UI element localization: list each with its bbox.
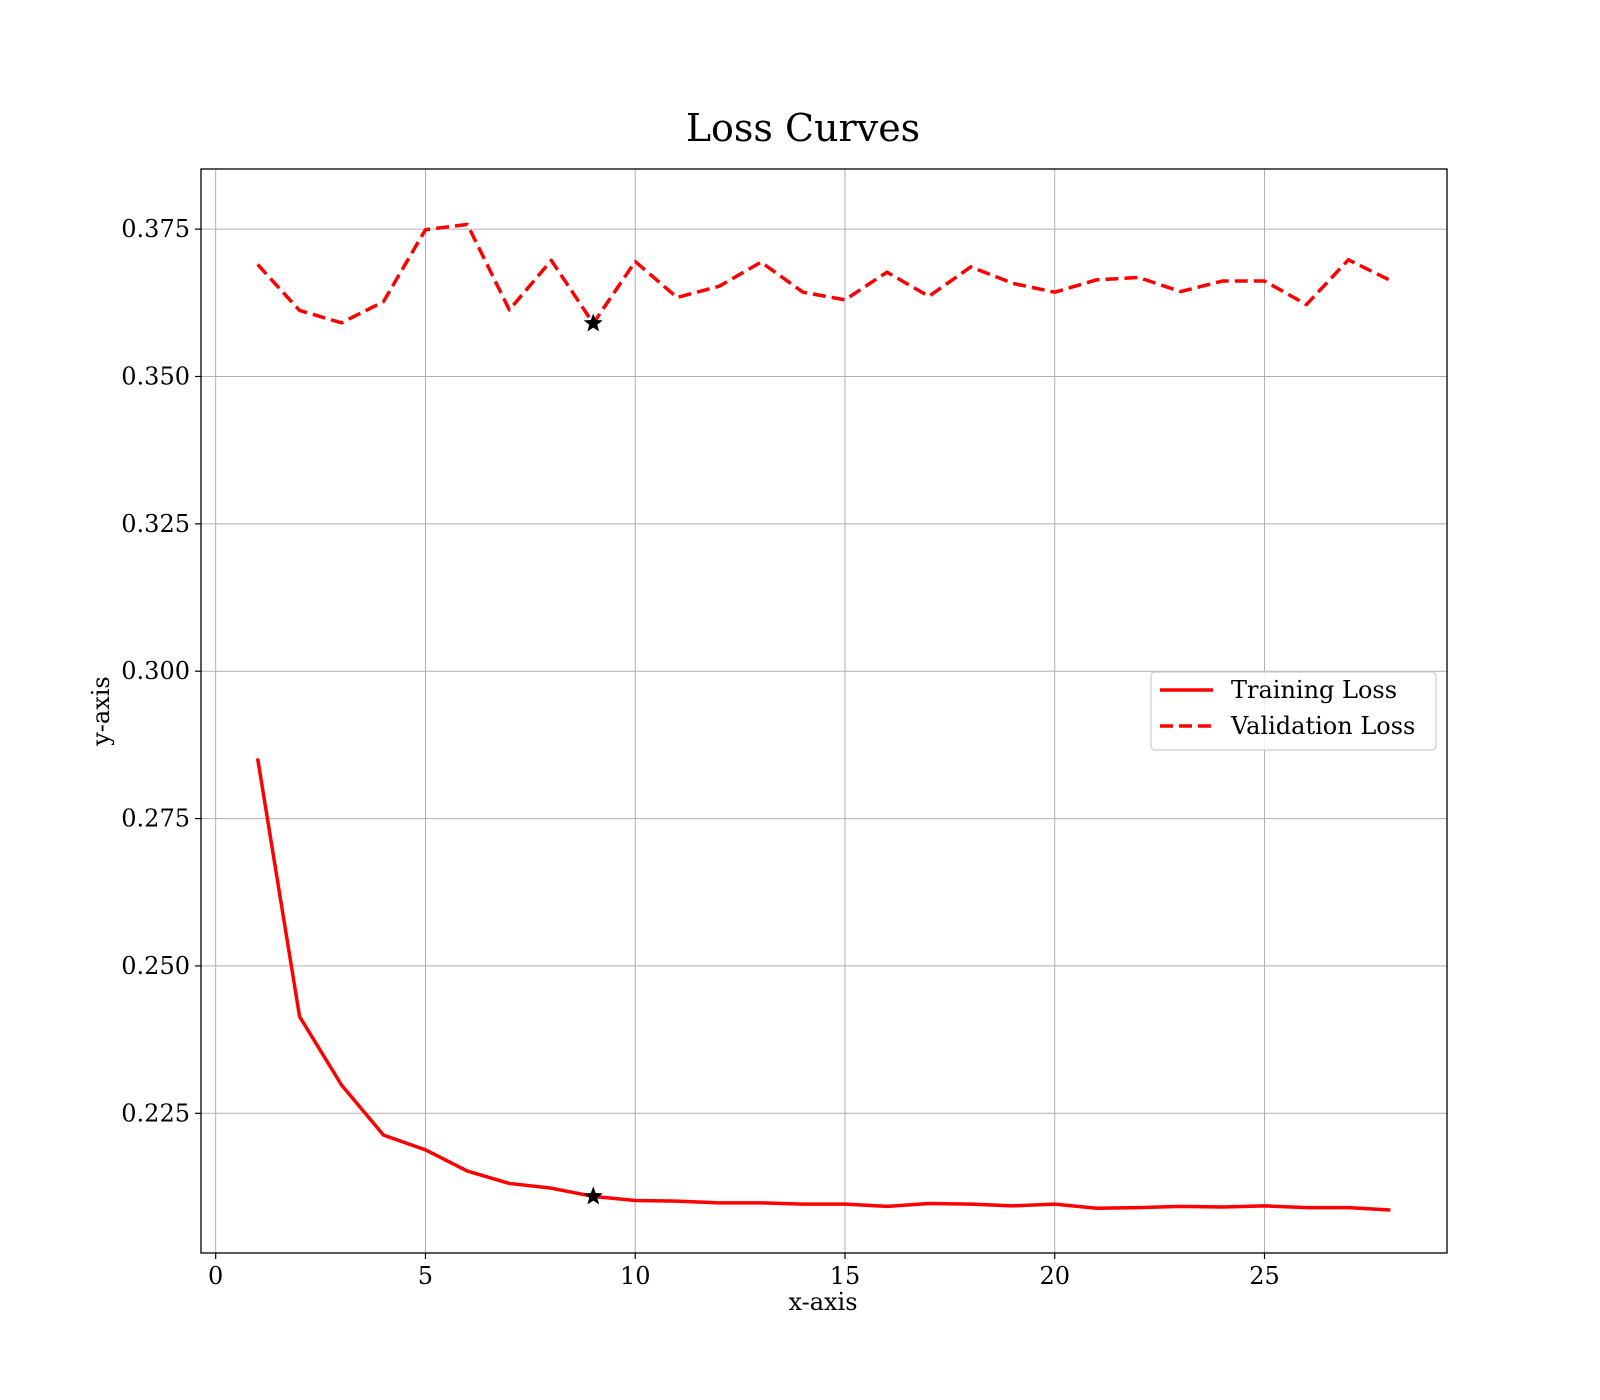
training-best-star-marker xyxy=(583,1186,603,1205)
legend-label-validation: Validation Loss xyxy=(1230,712,1415,740)
x-tick-label: 10 xyxy=(620,1262,651,1290)
series-lines xyxy=(255,222,1392,1212)
chart-title: Loss Curves xyxy=(686,106,920,150)
plot-area-frame xyxy=(200,168,1448,1254)
x-axis-label: x-axis xyxy=(788,1288,857,1316)
y-tick-label: 0.225 xyxy=(121,1099,190,1127)
y-tick-label: 0.350 xyxy=(121,362,190,390)
validation-loss-line xyxy=(256,222,1392,326)
y-axis-ticks: 0.225 0.250 0.275 0.300 0.325 0.350 0.375 xyxy=(121,215,201,1127)
y-tick-label: 0.250 xyxy=(121,952,190,980)
y-axis-label: y-axis xyxy=(87,676,115,747)
x-axis-ticks: 0 5 10 15 20 25 xyxy=(208,1253,1280,1290)
y-tick-label: 0.375 xyxy=(121,215,190,243)
best-epoch-markers xyxy=(583,313,603,1205)
y-tick-label: 0.275 xyxy=(121,805,190,833)
x-tick-label: 25 xyxy=(1249,1262,1280,1290)
y-tick-label: 0.325 xyxy=(121,510,190,538)
y-tick-label: 0.300 xyxy=(121,657,190,685)
legend: Training Loss Validation Loss xyxy=(1150,671,1437,751)
training-loss-line xyxy=(255,758,1391,1212)
x-tick-label: 20 xyxy=(1039,1262,1070,1290)
legend-box xyxy=(1150,671,1437,751)
validation-best-star-marker xyxy=(583,313,603,332)
legend-label-training: Training Loss xyxy=(1231,676,1397,704)
x-tick-label: 5 xyxy=(418,1262,433,1290)
grid-lines xyxy=(201,169,1447,1253)
x-tick-label: 15 xyxy=(830,1262,861,1290)
x-tick-label: 0 xyxy=(208,1262,223,1290)
